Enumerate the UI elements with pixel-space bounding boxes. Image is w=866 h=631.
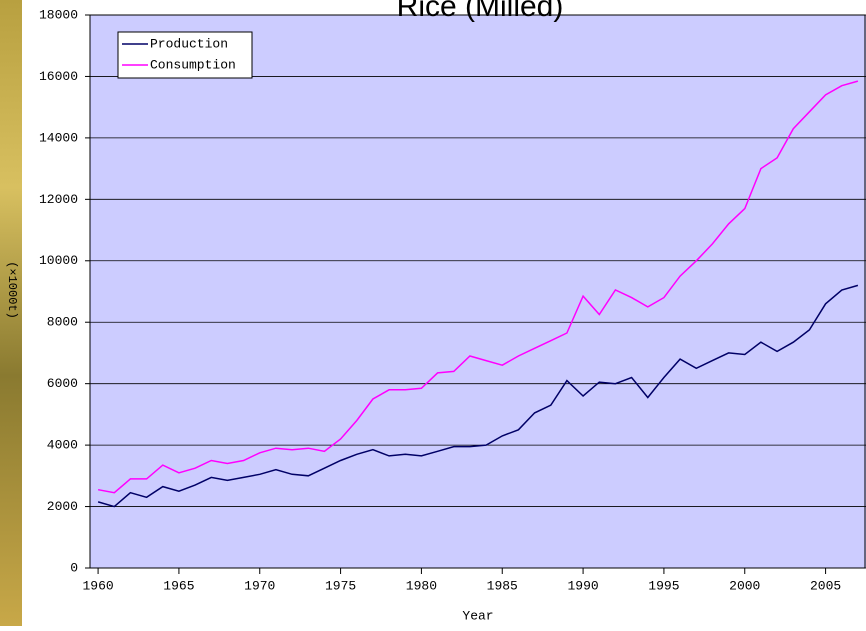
y-tick-label: 14000 xyxy=(39,130,78,145)
x-tick-label: 1965 xyxy=(163,578,194,593)
y-tick-label: 12000 xyxy=(39,192,78,207)
y-axis-label: (×1000t) xyxy=(5,261,19,319)
x-tick-label: 1990 xyxy=(567,578,598,593)
legend-label: Consumption xyxy=(150,57,236,72)
y-tick-label: 6000 xyxy=(47,376,78,391)
chart-title: Rice (Milled) xyxy=(397,0,564,23)
x-axis-label: Year xyxy=(462,608,493,623)
y-tick-label: 8000 xyxy=(47,315,78,330)
y-tick-label: 0 xyxy=(70,560,78,575)
x-tick-label: 1980 xyxy=(406,578,437,593)
legend-label: Production xyxy=(150,36,228,51)
x-tick-label: 1970 xyxy=(244,578,275,593)
x-tick-label: 1985 xyxy=(487,578,518,593)
y-tick-label: 2000 xyxy=(47,499,78,514)
y-tick-label: 10000 xyxy=(39,253,78,268)
x-tick-label: 1960 xyxy=(82,578,113,593)
plot-area xyxy=(90,15,866,568)
x-tick-label: 1975 xyxy=(325,578,356,593)
y-tick-label: 18000 xyxy=(39,7,78,22)
chart: 0 2000 4000 6000 8000 10000 12000 14000 16000 180… xyxy=(0,0,866,626)
page: {"chart_data": {"type": "line", "title":… xyxy=(0,0,866,626)
y-tick-label: 4000 xyxy=(47,438,78,453)
y-tick-label: 16000 xyxy=(39,69,78,84)
x-tick-label: 2005 xyxy=(810,578,841,593)
x-tick-label: 1995 xyxy=(648,578,679,593)
x-tick-label: 2000 xyxy=(729,578,760,593)
